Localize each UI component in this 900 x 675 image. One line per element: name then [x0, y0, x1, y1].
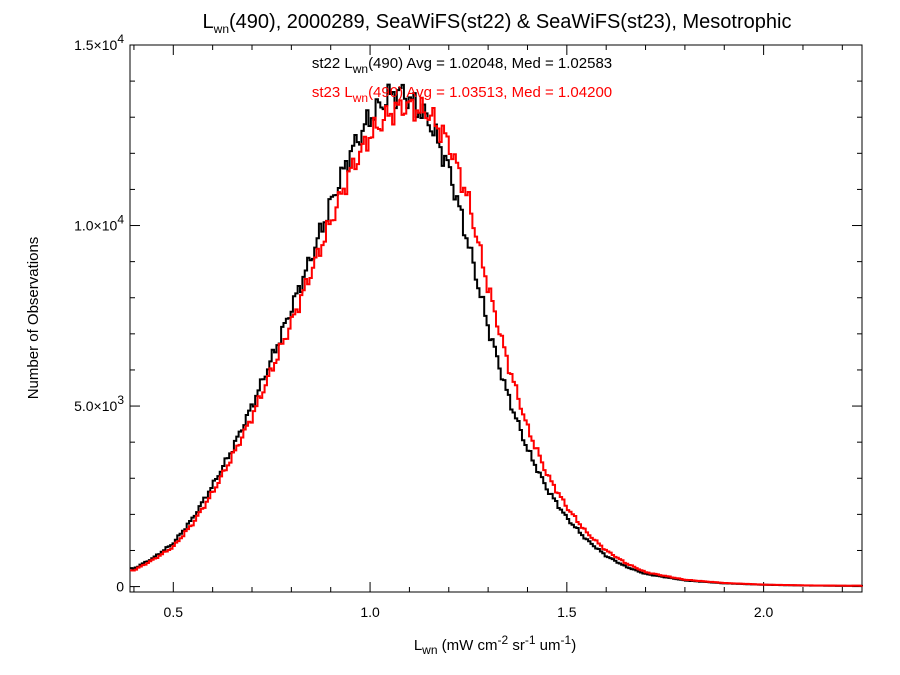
xlabel-sup1: -2	[497, 633, 508, 647]
legend-st22-prefix: st22 L	[312, 55, 353, 72]
legend-st22-subscript: wn	[352, 62, 368, 76]
series-line-st23	[130, 96, 863, 587]
xlabel-sup2: -1	[525, 633, 536, 647]
y-tick-label: 1.0×104	[74, 213, 124, 234]
x-tick-label: 0.5	[164, 604, 184, 620]
y-tick-label: 0	[116, 579, 124, 595]
y-tick-exponent: 4	[117, 213, 124, 227]
title-subscript: wn	[213, 22, 229, 36]
y-axis-label: Number of Observations	[25, 237, 42, 400]
y-tick-exponent: 4	[117, 32, 124, 46]
x-ticks: 0.5 1.0 1.5 2.0	[133, 45, 843, 620]
legend-st23-prefix: st23 L	[312, 84, 353, 101]
x-tick-label: 1.5	[557, 604, 577, 620]
y-tick-mantissa: 1.0×10	[74, 218, 117, 234]
legend-entry-st22: st22 Lwn(490) Avg = 1.02048, Med = 1.025…	[312, 55, 612, 76]
y-tick-label: 1.5×104	[74, 32, 124, 53]
x-axis-label: Lwn (mW cm-2 sr-1 um-1)	[414, 633, 576, 657]
xlabel-subscript: wn	[421, 643, 437, 657]
plot-frame	[129, 44, 863, 593]
legend-st23-rest: (490) Avg = 1.03513, Med = 1.04200	[368, 84, 612, 101]
title-prefix: L	[203, 11, 214, 33]
xlabel-prefix: L	[414, 637, 422, 654]
y-tick-label: 5.0×103	[74, 393, 124, 414]
legend-st23-subscript: wn	[352, 91, 368, 105]
x-tick-label: 2.0	[754, 604, 774, 620]
legend: st22 Lwn(490) Avg = 1.02048, Med = 1.025…	[312, 55, 612, 105]
xlabel-mid2: um	[536, 637, 561, 654]
xlabel-end: )	[571, 637, 576, 654]
y-tick-mantissa: 1.5×10	[74, 37, 117, 53]
xlabel-sup3: -1	[561, 633, 572, 647]
y-tick-mantissa: 0	[116, 579, 124, 595]
chart-title: Lwn(490), 2000289, SeaWiFS(st22) & SeaWi…	[203, 11, 792, 36]
series-line-st22	[130, 83, 863, 587]
legend-entry-st23: st23 Lwn(490) Avg = 1.03513, Med = 1.042…	[312, 84, 612, 105]
series-layer	[130, 83, 863, 587]
title-rest: (490), 2000289, SeaWiFS(st22) & SeaWiFS(…	[229, 11, 791, 33]
y-tick-mantissa: 5.0×10	[74, 398, 117, 414]
xlabel-rest: (mW cm	[438, 637, 498, 654]
x-tick-label: 1.0	[360, 604, 380, 620]
legend-st22-rest: (490) Avg = 1.02048, Med = 1.02583	[368, 55, 612, 72]
y-tick-exponent: 3	[117, 393, 124, 407]
xlabel-mid1: sr	[508, 637, 525, 654]
